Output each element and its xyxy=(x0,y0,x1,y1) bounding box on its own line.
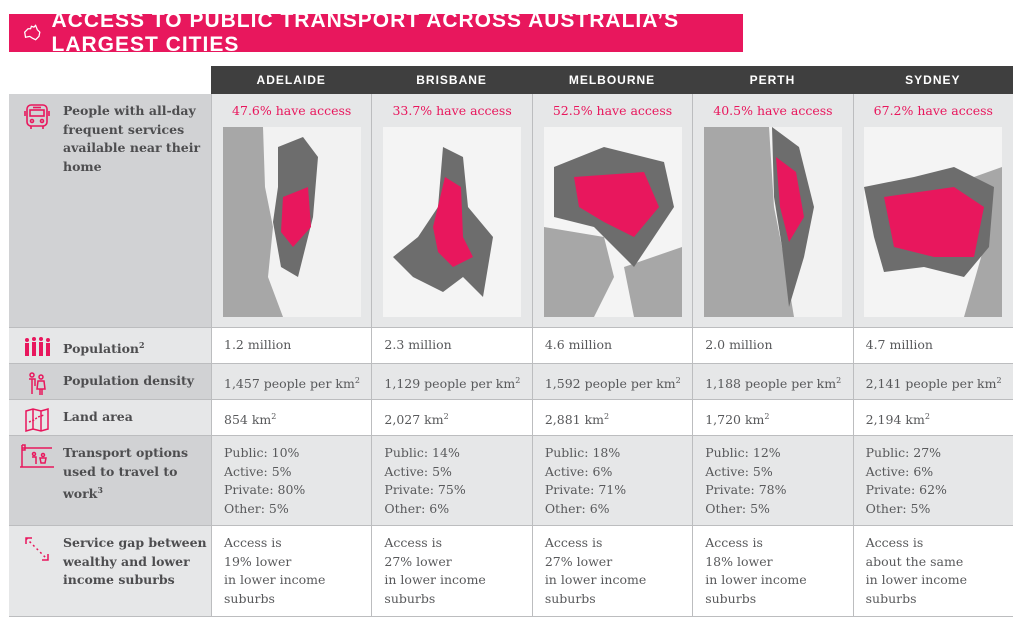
gap-cell: Access is 19% lower in lower income suburbs xyxy=(211,526,372,616)
folded-map-icon xyxy=(25,408,49,432)
land-area-row: Land area 854 km2 2,027 km2 2,881 km2 1,… xyxy=(9,400,1014,436)
adelaide-map xyxy=(222,126,361,317)
transport-row: Transport options used to travel to work… xyxy=(9,436,1014,526)
crowd-icon xyxy=(25,337,50,356)
bus-icon xyxy=(24,104,50,129)
density-row: Population density 1,457 people per km2 … xyxy=(9,364,1014,400)
access-row: People with all-day frequent services av… xyxy=(9,94,1014,328)
city-header: PERTH xyxy=(749,73,796,87)
title-text: ACCESS TO PUBLIC TRANSPORT ACROSS AUSTRA… xyxy=(51,9,680,56)
gap-cell: Access is about the same in lower income su… xyxy=(852,526,1014,616)
australia-icon xyxy=(24,24,41,41)
population-row: Population2 1.2 million 2.3 million 4.6 … xyxy=(9,328,1014,364)
sydney-map xyxy=(864,126,1003,317)
page-title: ACCESS TO PUBLIC TRANSPORT ACROSS AUSTRA… xyxy=(9,9,743,56)
access-cell: 67.2% have access xyxy=(852,94,1014,327)
diagonal-arrows-icon xyxy=(25,537,49,561)
row-label: People with all-day frequent services av… xyxy=(9,94,211,327)
transport-cell: Public: 14% Active: 5% Private: 75% Other: … xyxy=(371,436,532,525)
city-header: BRISBANE xyxy=(416,73,487,87)
access-cell: 47.6% have access xyxy=(211,94,372,327)
gap-cell: Access is 27% lower in lower income suburbs xyxy=(371,526,532,616)
perth-map xyxy=(703,126,842,317)
melbourne-map xyxy=(543,126,682,317)
transport-cell: Public: 18% Active: 6% Private: 71% Other: … xyxy=(531,436,693,525)
access-cell: 40.5% have access xyxy=(692,94,853,327)
city-header-row: ADELAIDE BRISBANE MELBOURNE PERTH SYDNEY xyxy=(211,66,1013,94)
brisbane-map xyxy=(383,126,522,317)
gap-cell: Access is 27% lower in lower income suburbs xyxy=(531,526,693,616)
city-header: ADELAIDE xyxy=(256,73,326,87)
city-header: SYDNEY xyxy=(905,73,961,87)
gap-cell: Access is 18% lower in lower income suburbs xyxy=(692,526,853,616)
transport-cell: Public: 27% Active: 6% Private: 62% Other: … xyxy=(852,436,1014,525)
service-gap-row: Service gap between wealthy and lower in… xyxy=(9,526,1014,617)
city-header: MELBOURNE xyxy=(568,73,656,87)
transport-cell: Public: 12% Active: 5% Private: 78% Other: … xyxy=(692,436,853,525)
bus-stop-icon xyxy=(20,444,54,468)
couple-icon xyxy=(29,372,46,395)
transport-cell: Public: 10% Active: 5% Private: 80% Other: … xyxy=(211,436,372,525)
access-cell: 33.7% have access xyxy=(371,94,532,327)
access-cell: 52.5% have access xyxy=(531,94,693,327)
